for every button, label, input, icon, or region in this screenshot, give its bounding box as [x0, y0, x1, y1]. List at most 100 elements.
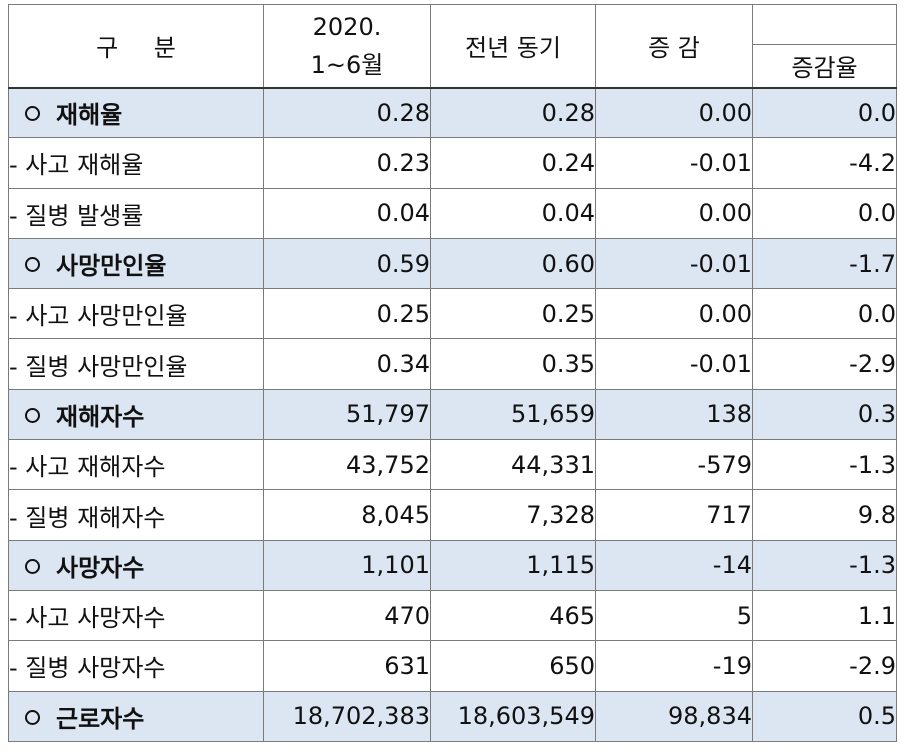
row-label: 사망만인율: [56, 252, 167, 281]
cell-current: 470: [263, 589, 431, 642]
cell-change: -0.01: [595, 137, 753, 189]
cell-current: 18,702,383: [263, 690, 431, 742]
row-label: - 질병 발생률: [9, 201, 144, 230]
cell-change-rate: 0.3: [752, 388, 897, 441]
cell-current: 51,797: [263, 388, 431, 441]
cell-current: 0.23: [263, 137, 431, 189]
cell-change: -0.01: [595, 237, 753, 290]
table-row-main: 재해율 0.28 0.28 0.00 0.0: [8, 86, 897, 139]
cell-prev-year: 0.28: [430, 86, 596, 139]
table-body: 재해율 0.28 0.28 0.00 0.0- 사고 재해율 0.23 0.24 -0.01-…: [8, 86, 897, 742]
cell-prev-year: 0.24: [430, 137, 596, 189]
row-label: - 질병 사망자수: [9, 654, 166, 683]
cell-current: 0.59: [263, 237, 431, 290]
cell-current: 8,045: [263, 489, 431, 541]
cell-prev-year: 44,331: [430, 439, 596, 491]
cell-prev-year: 0.04: [430, 187, 596, 239]
row-label-cell: 사망만인율: [8, 237, 264, 290]
circle-bullet-icon: [25, 558, 40, 574]
cell-change-rate: -1.3: [752, 439, 897, 491]
table-row-sub: - 질병 사망만인율 0.34 0.35 -0.01 -2.9: [8, 338, 897, 390]
row-label-cell: - 사고 재해율: [8, 137, 264, 189]
header-period-year: 2020.: [312, 12, 382, 41]
cell-change-rate: 1.1: [752, 589, 897, 642]
cell-change: 138: [595, 388, 753, 441]
header-rate-spacer: [752, 4, 897, 45]
cell-change-rate: -1.3: [752, 539, 897, 591]
table-row-sub: - 질병 사망자수 631 650 -19 -2.9: [8, 640, 897, 692]
row-label: 근로자수: [56, 704, 145, 733]
cell-current: 0.28: [263, 86, 431, 139]
row-label: - 사고 재해자수: [9, 453, 166, 482]
row-label-cell: - 질병 사망자수: [8, 640, 264, 692]
circle-bullet-icon: [25, 257, 40, 273]
table-row-sub: - 사고 재해율 0.23 0.24 -0.01 -4.2: [8, 137, 897, 189]
row-label-cell: 근로자수: [8, 690, 264, 742]
row-label: 재해자수: [56, 402, 145, 431]
row-label-cell: 재해자수: [8, 388, 264, 441]
cell-change: 5: [595, 589, 753, 642]
cell-change: 0.00: [595, 187, 753, 239]
cell-change-rate: 0.5: [752, 690, 897, 742]
row-label: 사망자수: [56, 553, 145, 582]
table-row-main: 재해자수 51,797 51,659 138 0.3: [8, 388, 897, 441]
cell-change-rate: 9.8: [752, 489, 897, 541]
table-row-main: 사망자수 1,101 1,115 -14 -1.3: [8, 539, 897, 591]
cell-change-rate: -4.2: [752, 137, 897, 189]
header-period-months: 1~6월: [310, 50, 384, 79]
cell-current: 43,752: [263, 439, 431, 491]
header-change-rate: 증감율: [752, 44, 897, 89]
cell-change-rate: 0.0: [752, 288, 897, 340]
table-row-sub: - 사고 재해자수 43,752 44,331 -579 -1.3: [8, 439, 897, 491]
row-label: - 사고 재해율: [9, 151, 144, 180]
cell-change-rate: -2.9: [752, 640, 897, 692]
table-row-sub: - 질병 발생률 0.04 0.04 0.00 0.0: [8, 187, 897, 239]
cell-change-rate: -1.7: [752, 237, 897, 290]
industrial-accident-statistics-table: 구 분 2020. 1~6월 전년 동기 증 감 증감율 재해율 0.28 0.28…: [8, 4, 897, 742]
header-category: 구 분: [8, 4, 264, 89]
header-row: 구 분 2020. 1~6월 전년 동기 증 감: [8, 4, 897, 89]
cell-prev-year: 18,603,549: [430, 690, 596, 742]
cell-current: 0.34: [263, 338, 431, 390]
row-label-cell: - 사고 재해자수: [8, 439, 264, 491]
row-label: - 질병 재해자수: [9, 503, 166, 532]
row-label: 재해율: [56, 101, 123, 130]
cell-change: 0.00: [595, 86, 753, 139]
cell-prev-year: 0.25: [430, 288, 596, 340]
row-label-cell: - 질병 발생률: [8, 187, 264, 239]
circle-bullet-icon: [25, 709, 40, 725]
cell-change: -14: [595, 539, 753, 591]
row-label-cell: 사망자수: [8, 539, 264, 591]
cell-prev-year: 0.60: [430, 237, 596, 290]
table-row-sub: - 사고 사망만인율 0.25 0.25 0.00 0.0: [8, 288, 897, 340]
cell-change: -579: [595, 439, 753, 491]
table-row-sub: - 질병 재해자수 8,045 7,328 717 9.8: [8, 489, 897, 541]
cell-prev-year: 650: [430, 640, 596, 692]
cell-current: 0.04: [263, 187, 431, 239]
cell-prev-year: 0.35: [430, 338, 596, 390]
cell-change-rate: -2.9: [752, 338, 897, 390]
row-label: - 사고 사망자수: [9, 604, 166, 633]
cell-change-rate: 0.0: [752, 187, 897, 239]
cell-change: 0.00: [595, 288, 753, 340]
cell-prev-year: 465: [430, 589, 596, 642]
circle-bullet-icon: [25, 407, 40, 423]
header-category-label: 구 분: [96, 34, 190, 63]
table-row-sub: - 사고 사망자수 470 465 5 1.1: [8, 589, 897, 642]
cell-prev-year: 7,328: [430, 489, 596, 541]
cell-change: -19: [595, 640, 753, 692]
cell-prev-year: 1,115: [430, 539, 596, 591]
row-label-cell: - 사고 사망자수: [8, 589, 264, 642]
cell-prev-year: 51,659: [430, 388, 596, 441]
row-label-cell: - 사고 사망만인율: [8, 288, 264, 340]
cell-current: 1,101: [263, 539, 431, 591]
cell-change: -0.01: [595, 338, 753, 390]
table-row-main: 사망만인율 0.59 0.60 -0.01 -1.7: [8, 237, 897, 290]
header-row-sub: 증감율: [9, 44, 897, 89]
row-label-cell: 재해율: [8, 86, 264, 139]
cell-change-rate: 0.0: [752, 86, 897, 139]
header-period: 2020. 1~6월: [263, 4, 431, 89]
row-label-cell: - 질병 재해자수: [8, 489, 264, 541]
circle-bullet-icon: [25, 106, 40, 122]
header-change: 증 감: [595, 4, 753, 89]
